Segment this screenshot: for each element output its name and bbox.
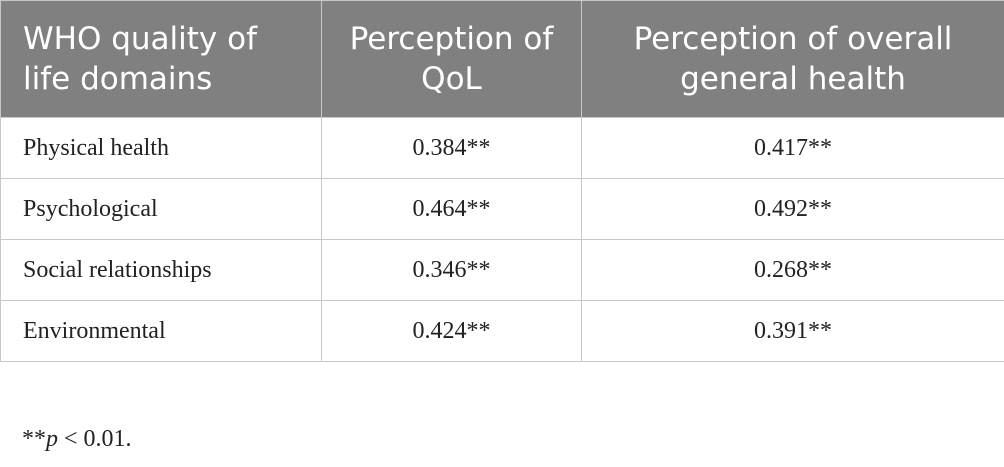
footnote-symbol: p xyxy=(46,426,58,452)
value-cell: 0.464** xyxy=(321,178,582,240)
value-cell: 0.268** xyxy=(581,239,1004,301)
value-cell: 0.391** xyxy=(581,300,1004,362)
value-cell: 0.492** xyxy=(581,178,1004,240)
row-label: Physical health xyxy=(0,117,322,179)
value-cell: 0.346** xyxy=(321,239,582,301)
table-body: Physical health 0.384** 0.417** Psychologic… xyxy=(0,117,1004,362)
row-label: Social relationships xyxy=(0,239,322,301)
table-row: Environmental 0.424** 0.391** xyxy=(0,300,1004,362)
footnote-marker: ** xyxy=(22,426,46,452)
footnote-text: < 0.01. xyxy=(58,426,132,452)
table-row: Psychological 0.464** 0.492** xyxy=(0,178,1004,240)
header-row: WHO quality of life domains Perception o… xyxy=(0,0,1004,118)
table-row: Social relationships 0.346** 0.268** xyxy=(0,239,1004,301)
value-cell: 0.384** xyxy=(321,117,582,179)
header-cell: Perception of overall general health xyxy=(581,0,1004,118)
table-row: Physical health 0.384** 0.417** xyxy=(0,117,1004,179)
header-cell: WHO quality of life domains xyxy=(0,0,322,118)
value-cell: 0.417** xyxy=(581,117,1004,179)
header-cell: Perception of QoL xyxy=(321,0,582,118)
row-label: Psychological xyxy=(0,178,322,240)
row-label: Environmental xyxy=(0,300,322,362)
value-cell: 0.424** xyxy=(321,300,582,362)
data-table: WHO quality of life domains Perception o… xyxy=(0,0,1004,362)
footnote: **p < 0.01. xyxy=(22,426,132,453)
